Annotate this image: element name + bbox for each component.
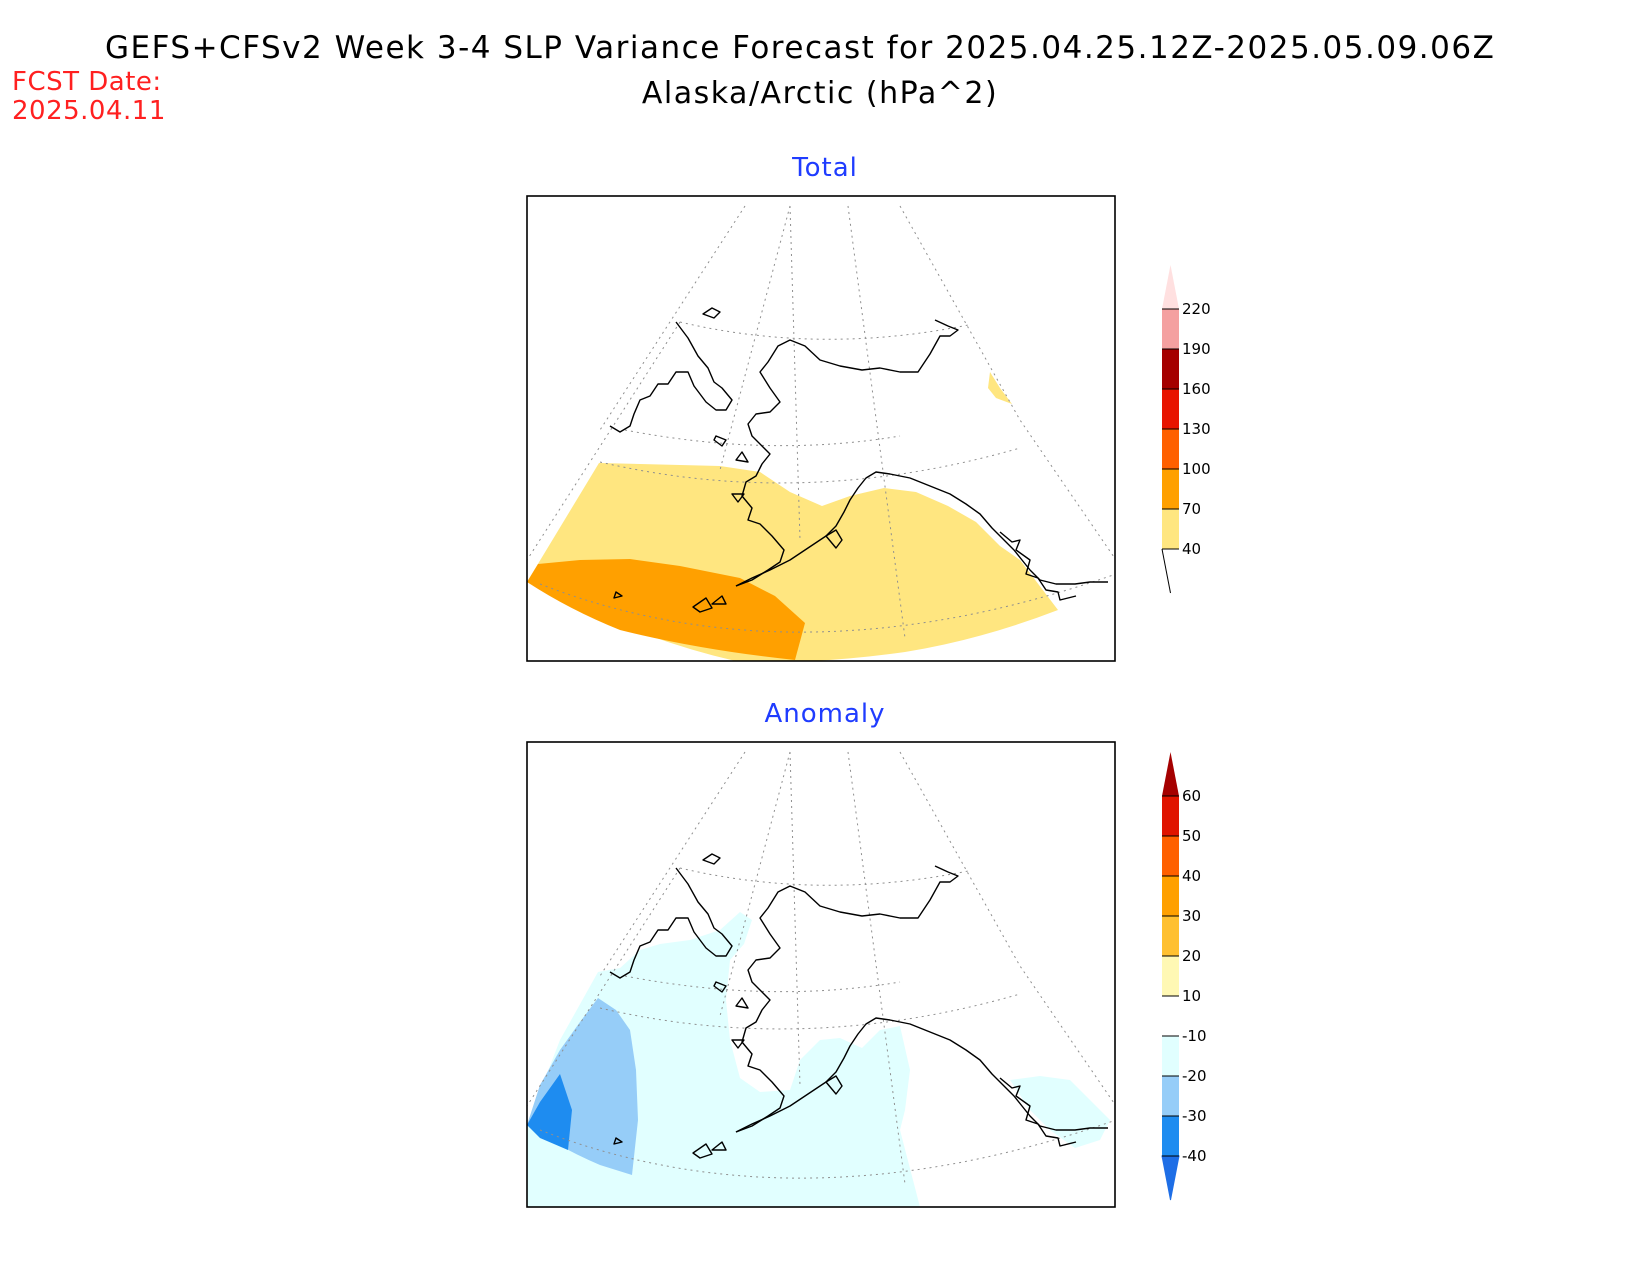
map-frame-anomaly xyxy=(526,741,1116,1208)
colorbar-tick-label: 10 xyxy=(1182,987,1201,1005)
colorbar-segment xyxy=(1162,996,1179,1036)
colorbar-tick-label: -30 xyxy=(1182,1107,1207,1125)
total-fill-patch xyxy=(988,372,1012,404)
colorbar-segment xyxy=(1162,876,1179,916)
colorbar-tick-label: 190 xyxy=(1182,340,1211,358)
colorbar-tick-label: 70 xyxy=(1182,500,1201,518)
panel-title-total: Total xyxy=(792,153,858,183)
colorbar-tick-label: 130 xyxy=(1182,420,1211,438)
forecast-date-value: 2025.04.11 xyxy=(12,96,166,126)
map-frame-total xyxy=(526,195,1116,662)
colorbar-segment xyxy=(1162,469,1179,509)
colorbar-extension-high xyxy=(1162,265,1179,309)
colorbar-tick-label: 220 xyxy=(1182,300,1211,318)
colorbar-segment xyxy=(1162,1116,1179,1156)
colorbar-tick-label: 100 xyxy=(1182,460,1211,478)
forecast-date: FCST Date: 2025.04.11 xyxy=(12,68,166,126)
colorbar-tick-label: -10 xyxy=(1182,1027,1207,1045)
colorbar-tick-label: 30 xyxy=(1182,907,1201,925)
anomaly-fill-east xyxy=(1010,1076,1110,1148)
colorbar-tick-label: 40 xyxy=(1182,540,1201,558)
colorbar-segment xyxy=(1162,1076,1179,1116)
chart-title: GEFS+CFSv2 Week 3-4 SLP Variance Forecas… xyxy=(105,30,1496,66)
colorbar-tick-label: 60 xyxy=(1182,787,1201,805)
colorbar-total: 40 70 100 130 160 190 220 xyxy=(1161,265,1211,594)
colorbar-segment xyxy=(1162,429,1179,469)
colorbar-segment xyxy=(1162,836,1179,876)
colorbar-tick-label: -20 xyxy=(1182,1067,1207,1085)
colorbar-segment xyxy=(1162,1036,1179,1076)
colorbar-segment xyxy=(1162,349,1179,389)
colorbar-segment xyxy=(1162,509,1179,549)
colorbar-extension-edge xyxy=(1161,548,1171,594)
anomaly-fill-30-40 xyxy=(527,1074,572,1150)
colorbar-tick-label: -40 xyxy=(1182,1147,1207,1165)
map-total xyxy=(526,195,1116,662)
colorbar-tick-label: 160 xyxy=(1182,380,1211,398)
colorbar-segment xyxy=(1162,956,1179,996)
total-fill-70-100 xyxy=(527,559,805,660)
colorbar-extension-low xyxy=(1162,549,1179,593)
colorbar-segment xyxy=(1162,309,1179,349)
chart-subtitle: Alaska/Arctic (hPa^2) xyxy=(641,76,999,111)
colorbar-extension-low xyxy=(1161,1155,1180,1201)
map-anomaly xyxy=(526,741,1116,1208)
colorbar-segment xyxy=(1162,796,1179,836)
colorbar-segment xyxy=(1162,389,1179,429)
colorbar-tick-label: 40 xyxy=(1182,867,1201,885)
colorbar-tick-label: 50 xyxy=(1182,827,1201,845)
colorbar-tick-label: 20 xyxy=(1182,947,1201,965)
colorbar-extension-high xyxy=(1162,752,1179,796)
panel-title-anomaly: Anomaly xyxy=(764,699,886,729)
colorbar-segment xyxy=(1162,916,1179,956)
forecast-date-label: FCST Date: xyxy=(12,67,162,97)
colorbar-anomaly: -40 -30 -20 -10 10 20 30 40 50 60 xyxy=(1161,752,1207,1201)
